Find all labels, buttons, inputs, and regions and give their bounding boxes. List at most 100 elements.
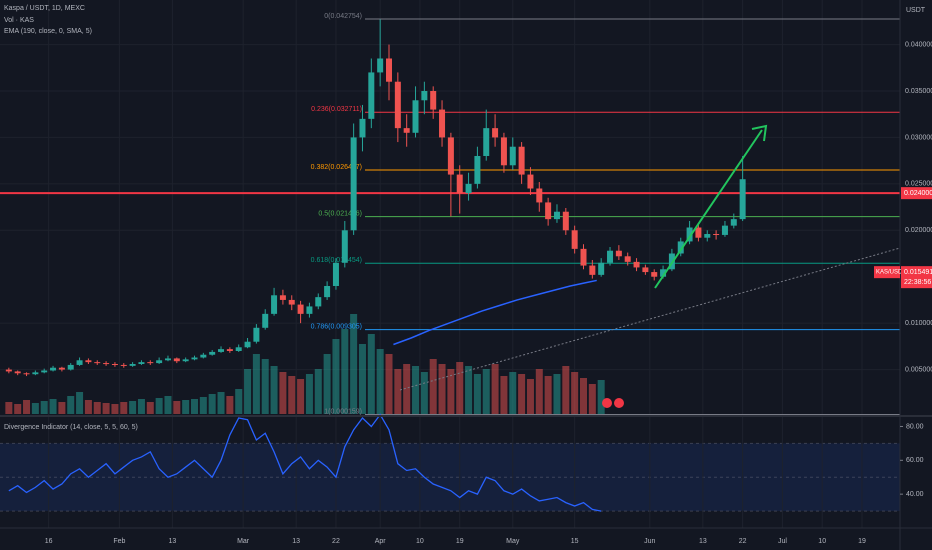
candle-body (244, 341, 251, 348)
volume-bar (5, 402, 13, 414)
candle-body (235, 347, 242, 351)
volume-bar (473, 374, 481, 414)
candle-body (385, 58, 392, 82)
volume-bar (420, 372, 428, 414)
candle-body (483, 128, 490, 156)
volume-bar (102, 403, 110, 414)
volume-bar (509, 372, 517, 414)
volume-bar (491, 364, 499, 414)
candle-body (58, 367, 65, 370)
volume-bar (129, 401, 137, 414)
volume-bar (235, 389, 243, 414)
candle-body (297, 304, 304, 314)
subtitle: EMA (190, close, 0, SMA, 5) (4, 28, 92, 35)
candle-body (156, 360, 163, 364)
volume-bar (350, 314, 358, 414)
chart-title: Kaspa / USDT, 1D, MEXC (4, 5, 85, 12)
volume-bar (226, 396, 234, 414)
volume-bar (120, 402, 128, 414)
candle-body (271, 295, 278, 314)
candle-body (67, 364, 74, 370)
candle-body (527, 174, 534, 189)
candle-body (182, 359, 189, 362)
y-tick-label: 0.010000 (905, 320, 932, 327)
candle-body (580, 248, 587, 266)
candle-body (571, 230, 578, 249)
volume-bar (182, 400, 190, 414)
candle-body (447, 137, 454, 175)
x-tick-label: 10 (416, 538, 424, 545)
fib-label: 0.382(0.026497) (311, 164, 362, 171)
volume-bar (199, 397, 207, 414)
candle-body (14, 371, 21, 374)
indicator-line (8, 413, 602, 512)
volume-bar (358, 344, 366, 414)
volume-bar (261, 359, 269, 414)
y-tick-label: 0.035000 (905, 88, 932, 95)
volume-bar (297, 379, 305, 414)
candle-body (306, 306, 313, 314)
candle-body (624, 256, 631, 262)
candle-body (562, 211, 569, 231)
volume-bar (270, 366, 278, 414)
price-label-box (901, 187, 932, 200)
trend-line (399, 247, 901, 391)
volume-bar (23, 400, 31, 414)
ema-line (393, 279, 597, 346)
volume-bar (571, 372, 579, 414)
candle-body (660, 269, 667, 277)
x-tick-label: Mar (237, 538, 250, 545)
candle-body (589, 265, 596, 275)
subtitle: Vol · KAS (4, 17, 34, 24)
volume-bar (597, 380, 605, 414)
volume-bar (447, 369, 455, 414)
plot: 0(0.042754) 0.236(0.032711) 0.382(0.026497… (0, 13, 900, 512)
candle-body (164, 358, 171, 361)
volume-bar (438, 364, 446, 414)
candle-body (120, 364, 127, 366)
volume-bar (190, 399, 198, 414)
volume-bar (84, 400, 92, 414)
candle-body (403, 128, 410, 133)
fib-label: 0.236(0.032711) (311, 106, 362, 113)
candle-body (218, 349, 225, 352)
x-tick-label: 13 (292, 538, 300, 545)
volume-bar (403, 364, 411, 414)
volume-bar (67, 396, 75, 414)
y-tick-label: 0.040000 (905, 41, 932, 48)
volume-bar (137, 399, 145, 414)
x-tick-label: 22 (739, 538, 747, 545)
candle-body (359, 118, 366, 138)
volume-bar (146, 402, 154, 414)
fib-label: 0.786(0.009305) (311, 323, 362, 330)
price-tag-label: 0.015491 (904, 269, 932, 276)
volume-bar (482, 369, 490, 414)
countdown: 22:38:56 (904, 279, 931, 286)
candle-body (607, 250, 614, 263)
volume-bar (341, 329, 349, 414)
candle-body (324, 286, 331, 298)
volume-bar (279, 372, 287, 414)
candle-body (50, 367, 57, 371)
candle-body (721, 225, 728, 235)
candle-body (94, 362, 101, 364)
candle-body (500, 137, 507, 166)
candle-body (430, 91, 437, 110)
volume-bar (588, 384, 596, 414)
x-tick-label: 13 (168, 538, 176, 545)
y-tick-label: 80.00 (906, 423, 924, 430)
indicator-band (0, 443, 900, 512)
candle-body (315, 297, 322, 307)
candle-body (5, 369, 12, 372)
volume-bar (579, 378, 587, 414)
x-tick-label: 19 (858, 538, 866, 545)
candle-body (350, 137, 357, 231)
candle-body (85, 360, 92, 363)
candle-body (262, 313, 269, 328)
volume-bar (332, 339, 340, 414)
candle-body (545, 202, 552, 220)
candle-body (32, 372, 39, 375)
arrow-line (654, 129, 763, 289)
candle-body (103, 363, 110, 365)
